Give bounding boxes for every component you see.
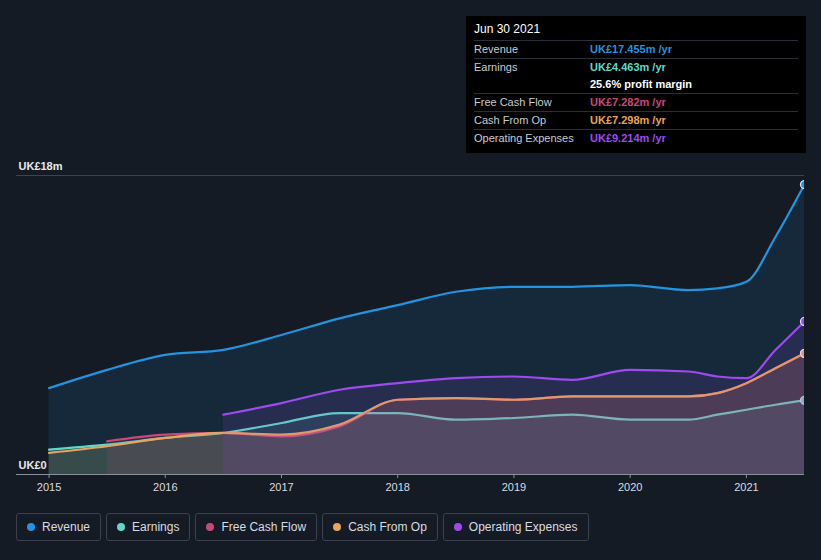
svg-text:2020: 2020 [618,481,642,493]
html-text:Free Cash Flow: Free Cash Flow [474,96,552,108]
svg-text:2017: 2017 [269,481,293,493]
html-text:UK£7.282m /yr: UK£7.282m /yr [590,96,666,108]
html-text:Cash From Op: Cash From Op [474,114,547,126]
html-text:Revenue: Revenue [42,520,90,534]
html-text:UK£17.455m /yr: UK£17.455m /yr [590,43,672,55]
html-text:Operating Expenses: Operating Expenses [474,132,574,144]
svg-text:UK£0: UK£0 [19,459,47,471]
html-text:Earnings: Earnings [474,61,518,73]
html-text:UK£4.463m /yr: UK£4.463m /yr [590,61,666,73]
html-text:25.6% profit margin: 25.6% profit margin [590,78,693,90]
svg-text:2021: 2021 [734,481,758,493]
svg-text:2019: 2019 [502,481,526,493]
svg-text:2015: 2015 [37,481,61,493]
html-text:Cash From Op: Cash From Op [348,520,427,534]
html-text:UK£7.298m /yr: UK£7.298m /yr [590,114,666,126]
svg-text:2018: 2018 [385,481,409,493]
html-text:Revenue: Revenue [474,43,518,55]
html-text:Free Cash Flow: Free Cash Flow [221,520,307,534]
svg-text:2016: 2016 [153,481,177,493]
svg-text:UK£18m: UK£18m [19,160,63,172]
html-text:Operating Expenses: Operating Expenses [468,520,578,534]
html-text:Jun 30 2021: Jun 30 2021 [474,22,541,36]
html-text:UK£9.214m /yr: UK£9.214m /yr [590,132,666,144]
html-text:Earnings: Earnings [132,520,180,534]
